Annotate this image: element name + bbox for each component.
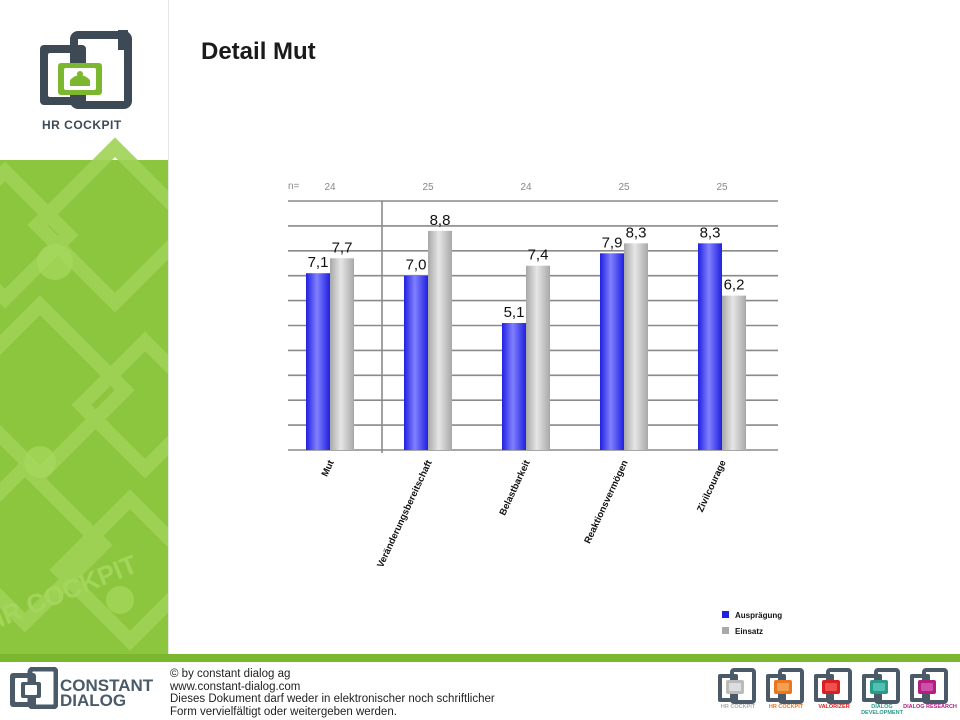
bar-einsatz bbox=[330, 258, 354, 450]
product-logo-icon bbox=[814, 668, 852, 704]
product-logo-label: DIALOG DEVELOPMENT bbox=[861, 704, 903, 716]
data-label: 7,9 bbox=[602, 234, 623, 251]
notice-line-1: Dieses Dokument darf weder in elektronis… bbox=[170, 693, 495, 705]
bar-ausprägung bbox=[600, 253, 624, 450]
constant-dialog-logo-icon bbox=[10, 666, 59, 710]
bar-einsatz bbox=[722, 295, 746, 450]
sidebar: HR COCKPIT HR COCKPIT bbox=[0, 0, 168, 654]
logo-text: HR COCKPIT bbox=[42, 118, 122, 132]
n-value: 25 bbox=[716, 182, 728, 193]
product-logo-icon bbox=[766, 668, 804, 704]
legend-label: Ausprägung bbox=[735, 611, 782, 620]
bar-einsatz bbox=[428, 230, 452, 450]
data-label: 5,1 bbox=[504, 304, 525, 321]
product-logo-label: HR COCKPIT bbox=[720, 704, 756, 710]
legend-swatch bbox=[722, 611, 729, 618]
legend-swatch bbox=[722, 627, 729, 634]
data-label: 7,0 bbox=[406, 257, 427, 274]
data-label: 7,7 bbox=[332, 239, 353, 256]
brand-name: CONSTANT DIALOG bbox=[60, 676, 154, 710]
n-value: 24 bbox=[520, 182, 532, 193]
product-logo[interactable]: DIALOG RESEARCH bbox=[903, 668, 957, 710]
brand-name-line2: DIALOG bbox=[60, 691, 127, 710]
n-label: n= bbox=[288, 181, 300, 192]
data-label: 8,3 bbox=[626, 224, 647, 241]
category-label: Veränderungsbereitschaft bbox=[375, 458, 435, 570]
bar-ausprägung bbox=[698, 243, 722, 450]
data-label: 8,8 bbox=[430, 212, 451, 229]
chart-bars bbox=[306, 230, 746, 450]
sidebar-divider bbox=[168, 0, 169, 654]
product-logo-icon bbox=[862, 668, 900, 704]
footer-notice: © by constant dialog ag www.constant-dia… bbox=[170, 668, 495, 718]
bar-einsatz bbox=[526, 265, 550, 450]
category-label: Zivilcourage bbox=[695, 459, 729, 514]
bar-chart: 7,17,7 24 Mut 7,0 8,8 25 Veränderungsbereitsch… bbox=[288, 181, 782, 636]
chart-legend: Ausprägung Einsatz bbox=[722, 611, 782, 636]
product-logo-label: VALORIZER bbox=[818, 704, 850, 710]
n-value: 25 bbox=[618, 182, 630, 193]
bar-ausprägung bbox=[306, 273, 330, 450]
legend-label: Einsatz bbox=[735, 627, 763, 636]
footer-accent-bar bbox=[0, 654, 960, 662]
constant-dialog-logo bbox=[10, 666, 59, 714]
product-logo[interactable]: DIALOG DEVELOPMENT bbox=[860, 668, 904, 716]
product-logo-label: DIALOG RESEARCH bbox=[903, 704, 957, 710]
bar-ausprägung bbox=[502, 323, 526, 450]
category-label: Belastbarkeit bbox=[498, 458, 534, 517]
notice-line-2: Form vervielfältigt oder weitergeben wer… bbox=[170, 705, 397, 718]
website-link[interactable]: www.constant-dialog.com bbox=[170, 680, 301, 693]
product-logo[interactable]: VALORIZER bbox=[812, 668, 856, 710]
category-label: Reaktionsvermögen bbox=[582, 458, 630, 545]
n-value: 24 bbox=[324, 182, 336, 193]
data-label: 8,3 bbox=[700, 224, 721, 241]
bar-einsatz bbox=[624, 243, 648, 450]
hr-cockpit-logo bbox=[40, 30, 132, 109]
product-logo-icon bbox=[910, 668, 948, 704]
data-label: 7,4 bbox=[528, 247, 549, 264]
product-logo[interactable]: HR COCKPIT bbox=[716, 668, 760, 710]
brand-name-line1: CONSTANT bbox=[60, 676, 154, 695]
copyright-text: © by constant dialog ag bbox=[170, 668, 291, 680]
bar-ausprägung bbox=[404, 275, 428, 450]
product-logo-icon bbox=[718, 668, 756, 704]
data-label: 6,2 bbox=[724, 277, 745, 294]
page-title: Detail Mut bbox=[201, 38, 316, 65]
product-logo[interactable]: HR COCKPIT bbox=[764, 668, 808, 710]
data-label: 7,1 bbox=[308, 254, 329, 271]
sidebar-graphic bbox=[0, 0, 168, 654]
product-logo-label: HR COCKPIT bbox=[768, 704, 804, 710]
category-label: Mut bbox=[320, 458, 337, 479]
n-value: 25 bbox=[422, 182, 434, 193]
